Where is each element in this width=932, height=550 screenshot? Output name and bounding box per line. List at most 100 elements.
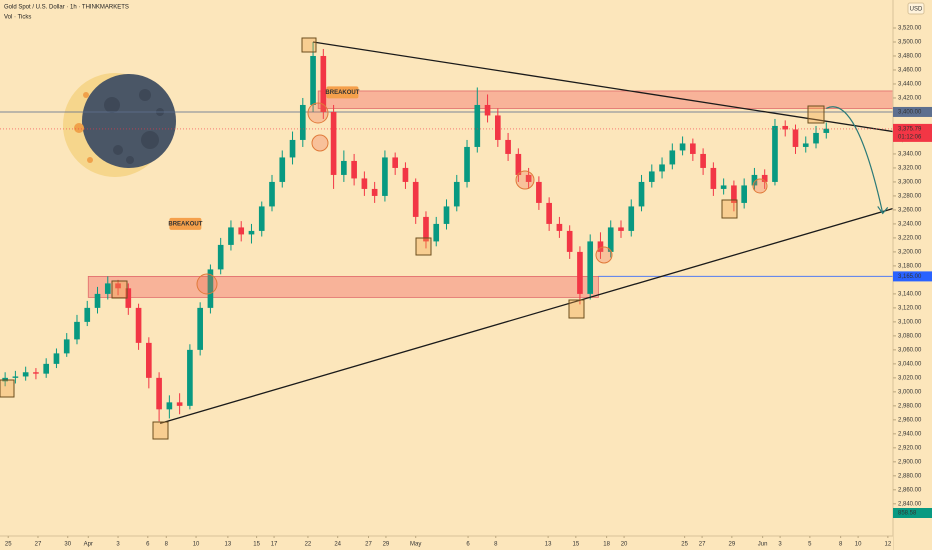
candle-body bbox=[453, 181, 460, 207]
candle-body bbox=[361, 178, 368, 189]
crater bbox=[141, 131, 159, 149]
candle-body bbox=[556, 223, 563, 231]
candle-body bbox=[310, 55, 316, 105]
candle-body bbox=[207, 269, 214, 308]
y-tick-label: 3,060.00 bbox=[898, 347, 922, 353]
price-level-label: 3,165.00 bbox=[898, 274, 922, 280]
zones bbox=[87, 90, 894, 298]
pivot-box bbox=[0, 379, 15, 398]
pivot-box bbox=[568, 299, 585, 319]
candle-body bbox=[125, 288, 132, 308]
candle-body bbox=[607, 227, 614, 252]
candle-body bbox=[700, 153, 706, 168]
candle-body bbox=[382, 157, 388, 196]
volume-tag bbox=[893, 508, 932, 518]
y-tick-label: 3,080.00 bbox=[898, 333, 922, 339]
candle-body bbox=[751, 174, 758, 186]
candle-body bbox=[423, 216, 429, 242]
candle-body bbox=[299, 104, 306, 140]
volume-legend: Vol · Ticks bbox=[4, 15, 31, 21]
candle-body bbox=[53, 353, 60, 364]
candle-body bbox=[536, 181, 542, 203]
currency-badge[interactable] bbox=[907, 2, 925, 15]
candle-body bbox=[217, 244, 224, 270]
candle-body bbox=[22, 372, 29, 377]
x-tick-label: 8 bbox=[165, 542, 169, 548]
supply-demand-zone bbox=[317, 90, 894, 109]
candle-body bbox=[566, 230, 573, 252]
y-tick-label: 3,040.00 bbox=[898, 361, 922, 367]
x-tick-label: 20 bbox=[621, 542, 628, 548]
markers bbox=[0, 37, 825, 440]
y-tick-label: 3,440.00 bbox=[898, 82, 922, 88]
candle-body bbox=[823, 128, 830, 133]
y-tick-label: 2,880.00 bbox=[898, 473, 922, 479]
candle-body bbox=[731, 185, 737, 203]
y-tick-label: 3,240.00 bbox=[898, 221, 922, 227]
x-tick-label: 6 bbox=[146, 542, 150, 548]
y-tick-label: 3,320.00 bbox=[898, 166, 922, 172]
supply-demand-zone bbox=[87, 275, 599, 298]
x-tick-label: 30 bbox=[64, 542, 71, 548]
axis-labels: 2,840.00 2,860.00 2,880.00 2,900.00 2,920.00… bbox=[5, 26, 932, 548]
candle-body bbox=[546, 202, 552, 224]
y-tick-label: 3,460.00 bbox=[898, 68, 922, 74]
candle-body bbox=[782, 125, 789, 130]
y-tick-label: 2,840.00 bbox=[898, 501, 922, 507]
y-tick-label: 3,000.00 bbox=[898, 389, 922, 395]
y-tick-label: 3,220.00 bbox=[898, 235, 922, 241]
x-tick-label: 17 bbox=[271, 542, 278, 548]
x-tick-label: 18 bbox=[603, 542, 610, 548]
grid bbox=[0, 111, 893, 277]
y-tick-label: 3,520.00 bbox=[898, 26, 922, 32]
y-tick-label: 3,500.00 bbox=[898, 40, 922, 46]
candle-body bbox=[659, 164, 665, 172]
candle-body bbox=[433, 223, 440, 242]
y-tick-label: 3,420.00 bbox=[898, 96, 922, 102]
retest-circle bbox=[752, 178, 768, 194]
candle-body bbox=[320, 55, 327, 112]
candle-body bbox=[238, 227, 245, 235]
pivot-box bbox=[301, 37, 317, 53]
candle-body bbox=[679, 143, 686, 151]
moon-disc bbox=[82, 74, 176, 168]
y-tick-label: 3,260.00 bbox=[898, 207, 922, 213]
x-tick-label: 25 bbox=[5, 542, 12, 548]
y-tick-label: 3,300.00 bbox=[898, 180, 922, 186]
x-tick-label: 12 bbox=[885, 542, 892, 548]
x-tick-label: 10 bbox=[193, 542, 200, 548]
retest-circle bbox=[595, 246, 613, 264]
countdown: 01:12:06 bbox=[898, 134, 922, 140]
candle-body bbox=[63, 339, 70, 354]
x-tick-label: 8 bbox=[839, 542, 843, 548]
x-tick-label: 13 bbox=[545, 542, 552, 548]
volume-label: 858.58 bbox=[898, 511, 917, 517]
x-tick-label: 6 bbox=[466, 542, 470, 548]
candle-body bbox=[792, 129, 799, 147]
annotation-text: BREAKOUT bbox=[325, 90, 359, 96]
crater bbox=[139, 89, 151, 101]
x-tick-label: 29 bbox=[729, 542, 736, 548]
last-price-label: 3,375.79 bbox=[898, 126, 922, 132]
retest-circle bbox=[307, 102, 329, 124]
y-tick-label: 3,280.00 bbox=[898, 194, 922, 200]
candle-body bbox=[330, 111, 337, 175]
y-tick-label: 2,980.00 bbox=[898, 403, 922, 409]
y-tick-label: 2,920.00 bbox=[898, 445, 922, 451]
candle-body bbox=[412, 181, 419, 217]
candle-body bbox=[710, 167, 717, 189]
crescent-spot bbox=[74, 123, 84, 133]
retest-circle bbox=[515, 170, 535, 190]
currency[interactable]: USD bbox=[910, 7, 923, 13]
candle-body bbox=[176, 402, 183, 406]
time-axis bbox=[0, 536, 893, 550]
retest-circle bbox=[196, 273, 218, 295]
y-tick-label: 2,940.00 bbox=[898, 431, 922, 437]
candle-body bbox=[104, 283, 111, 294]
drawings: BREAKOUT BREAKOUT bbox=[0, 41, 894, 424]
candle-body bbox=[392, 157, 399, 168]
candle-body bbox=[12, 376, 19, 378]
price-level-tag bbox=[893, 271, 932, 282]
